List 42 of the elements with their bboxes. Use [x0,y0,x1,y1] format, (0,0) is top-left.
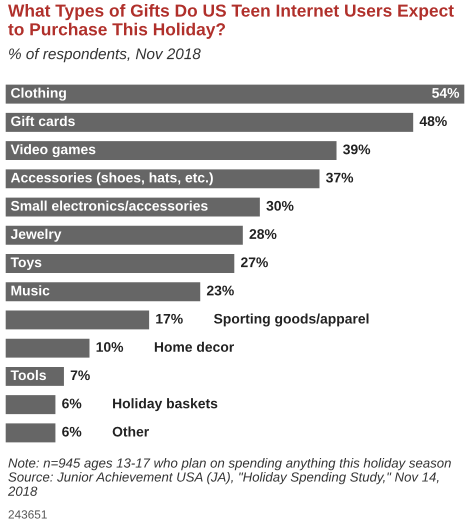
y-tick-label: Gift cards [11,116,75,126]
bar [5,422,57,444]
chart-subtitle: % of respondents, Nov 2018 [9,48,201,62]
y-tick-label: Accessories (shoes, hats, etc.) [10,172,213,186]
bar [5,280,202,303]
data-label: 30% [266,200,294,211]
data-label: 37% [326,172,354,183]
y-tick-label: Small electronics/accessories [10,200,208,211]
data-label: 6% [62,398,82,408]
text: Note: n=945 ages 13-17 who plan on spending anything this holiday season [8,458,451,470]
data-label: 7% [70,370,90,380]
data-label: 48% [420,116,447,126]
data-label: 39% [343,144,370,154]
y-tick-label: Toys [10,258,42,270]
chart-title: What Types of Gifts Do US Teen Internet Users Expect to Purchase This Holiday? [8,4,454,39]
y-tick-label: Jewelry [10,228,62,242]
bar [5,337,91,360]
bar [5,366,66,388]
bar [5,394,57,416]
y-tick-label: Tools [10,370,46,380]
source-note: Source: Junior Achievement USA (JA), "Holiday Spending Study," Nov 14, 2018 [8,472,439,496]
data-label: 10% [96,342,124,352]
y-tick-label: Video games [10,144,96,158]
y-tick-label: Other [112,426,149,437]
bar [5,224,244,246]
bar [5,111,415,134]
text: 243651 [8,510,47,519]
bar [5,309,151,331]
data-label: 6% [62,426,82,437]
bar [5,140,338,162]
data-label: 28% [250,229,276,239]
y-tick-label: Music [11,285,50,296]
bar [5,252,236,274]
y-tick-label: Sporting goods/apparel [214,313,368,326]
y-tick-label: Home decor [154,342,234,352]
data-label: 27% [241,257,268,268]
data-label: 17% [156,314,183,324]
data-label: 23% [206,286,234,296]
y-tick-label: Holiday baskets [113,398,218,412]
data-label: 54% [432,88,460,98]
bar [5,83,465,105]
y-tick-label: Clothing [11,88,66,101]
